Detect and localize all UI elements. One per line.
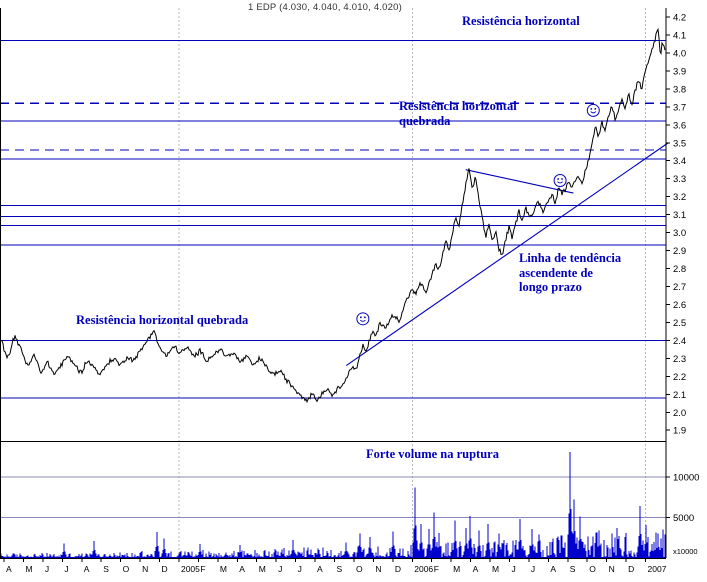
volume-axis-label: 5000 <box>673 513 694 524</box>
price-axis-label: 2.8 <box>673 264 686 275</box>
price-axis: 4.2 4.1 4.0 3.9 3.8 3.7 3.6 3.5 3.4 3.3 3.2 3.1 3.0 2… <box>666 12 686 437</box>
month-label: D <box>395 564 401 574</box>
month-label: A <box>239 564 245 574</box>
month-label: J <box>278 564 282 574</box>
price-axis-label: 3.2 <box>673 192 686 203</box>
trendline-long-term-ascending <box>345 142 669 366</box>
smiley-marker-1 <box>356 312 370 326</box>
month-label: S <box>103 564 109 574</box>
month-label: M <box>220 564 227 574</box>
annotation-breakout-volume: Forte volume na ruptura <box>366 447 499 461</box>
month-label: N <box>375 564 381 574</box>
price-axis-label: 2.6 <box>673 300 686 311</box>
month-label: O <box>589 564 596 574</box>
month-label: M <box>492 564 499 574</box>
month-label: A <box>84 564 90 574</box>
price-axis-label: 2.9 <box>673 246 686 257</box>
price-axis-label: 2.0 <box>673 408 686 419</box>
price-axis-label: 2.3 <box>673 354 686 365</box>
month-label: N <box>609 564 615 574</box>
price-axis-label: 3.1 <box>673 210 686 221</box>
month-label: S <box>337 564 343 574</box>
month-label: D <box>628 564 634 574</box>
month-label: S <box>570 564 576 574</box>
month-label: O <box>356 564 363 574</box>
month-label: D <box>162 564 168 574</box>
month-label: A <box>473 564 479 574</box>
month-label: A <box>550 564 556 574</box>
resistance-lines <box>0 39 666 399</box>
price-axis-label: 2.4 <box>673 336 686 347</box>
axes <box>0 8 667 559</box>
time-axis: A M J J A S O N D 2005 F M A M J J A S O N D 2006 F M A M J J A S O N D 2… <box>3 558 667 574</box>
price-axis-label: 3.3 <box>673 174 686 185</box>
month-label: F <box>200 564 205 574</box>
month-label: A <box>317 564 323 574</box>
month-label: J <box>511 564 515 574</box>
volume-axis-label: 10000 <box>673 473 699 484</box>
volume-axis: 10000 5000 x10000 <box>666 473 699 556</box>
price-axis-label: 1.9 <box>673 426 686 437</box>
year-label: 2006 <box>414 564 433 574</box>
volume-unit-label: x10000 <box>673 547 698 556</box>
chart-title: 1 EDP (4.030, 4.040, 4.010, 4.020) <box>248 2 402 13</box>
smiley-marker-3 <box>586 103 600 117</box>
price-axis-label: 3.8 <box>673 84 686 95</box>
month-label: M <box>25 564 32 574</box>
price-axis-label: 4.1 <box>673 30 686 41</box>
price-axis-label: 3.9 <box>673 66 686 77</box>
price-axis-label: 4.0 <box>673 48 686 59</box>
month-label: J <box>64 564 68 574</box>
price-axis-label: 3.0 <box>673 228 686 239</box>
price-axis-label: 3.5 <box>673 138 686 149</box>
annotation-broken-resistance-lower: Resistência horizontal quebrada <box>76 313 249 327</box>
month-label: A <box>6 564 12 574</box>
price-axis-label: 2.2 <box>673 372 686 383</box>
month-label: N <box>142 564 148 574</box>
price-axis-label: 3.4 <box>673 156 686 167</box>
smiley-marker-2 <box>553 173 567 187</box>
price-axis-label: 4.2 <box>673 12 686 23</box>
annotation-broken-resistance-upper: Resistência horizontal quebrada <box>399 99 517 128</box>
price-axis-label: 2.5 <box>673 318 686 329</box>
price-axis-label: 2.1 <box>673 390 686 401</box>
trendline-minor-descending <box>465 169 574 194</box>
volume-bars <box>0 451 666 558</box>
month-label: J <box>531 564 535 574</box>
month-label: F <box>434 564 439 574</box>
month-label: O <box>123 564 130 574</box>
price-line <box>0 27 666 404</box>
price-axis-label: 3.7 <box>673 102 686 113</box>
month-label: J <box>298 564 302 574</box>
price-axis-label: 2.7 <box>673 282 686 293</box>
annotation-long-term-trendline: Linha de tendência ascendente de longo p… <box>519 251 622 294</box>
price-axis-label: 3.6 <box>673 120 686 131</box>
month-label: M <box>259 564 266 574</box>
volume-gridlines <box>0 476 666 518</box>
year-label: 2005 <box>181 564 200 574</box>
month-label: J <box>45 564 49 574</box>
annotation-horizontal-resistance: Resistência horizontal <box>462 14 580 28</box>
month-label: M <box>453 564 460 574</box>
year-label: 2007 <box>648 564 667 574</box>
